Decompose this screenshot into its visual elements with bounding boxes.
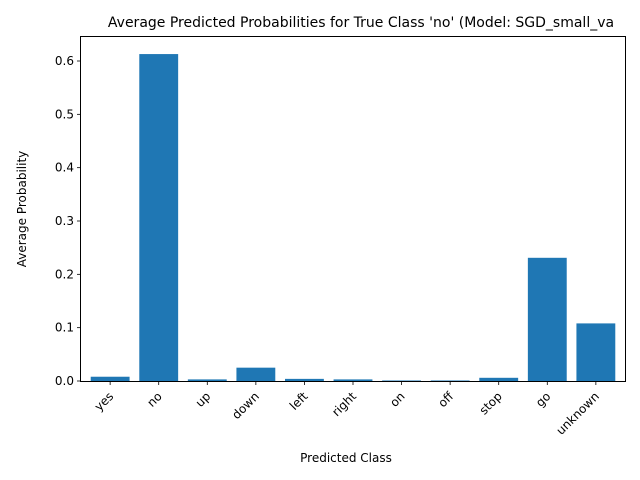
bar-go	[527, 257, 567, 381]
y-tick-label: 0.1	[55, 321, 74, 335]
y-tick-label: 0.2	[55, 267, 74, 281]
plot-frame	[80, 36, 626, 382]
y-axis-label: Average Probability	[15, 151, 29, 268]
chart-title: Average Predicted Probabilities for True…	[108, 15, 614, 31]
bar-yes	[90, 376, 130, 381]
bar-unknown	[576, 323, 616, 381]
x-axis-label: Predicted Class	[300, 451, 392, 465]
y-tick-label: 0.4	[55, 161, 74, 175]
bar-off	[430, 380, 470, 381]
bar-left	[285, 378, 324, 381]
y-tick-label: 0.6	[55, 54, 74, 68]
y-axis-ticks: 0.0 0.1 0.2 0.3 0.4 0.5 0.6	[55, 54, 81, 388]
bar-no	[139, 54, 179, 381]
bar-right	[333, 379, 373, 381]
bars-group	[90, 54, 616, 381]
y-tick-label: 0.3	[55, 214, 74, 228]
y-tick-label: 0.0	[55, 374, 74, 388]
y-tick-label: 0.5	[55, 107, 74, 121]
bar-up	[187, 379, 227, 381]
bar-stop	[479, 377, 519, 381]
bar-on	[382, 380, 421, 381]
bar-down	[236, 367, 276, 381]
